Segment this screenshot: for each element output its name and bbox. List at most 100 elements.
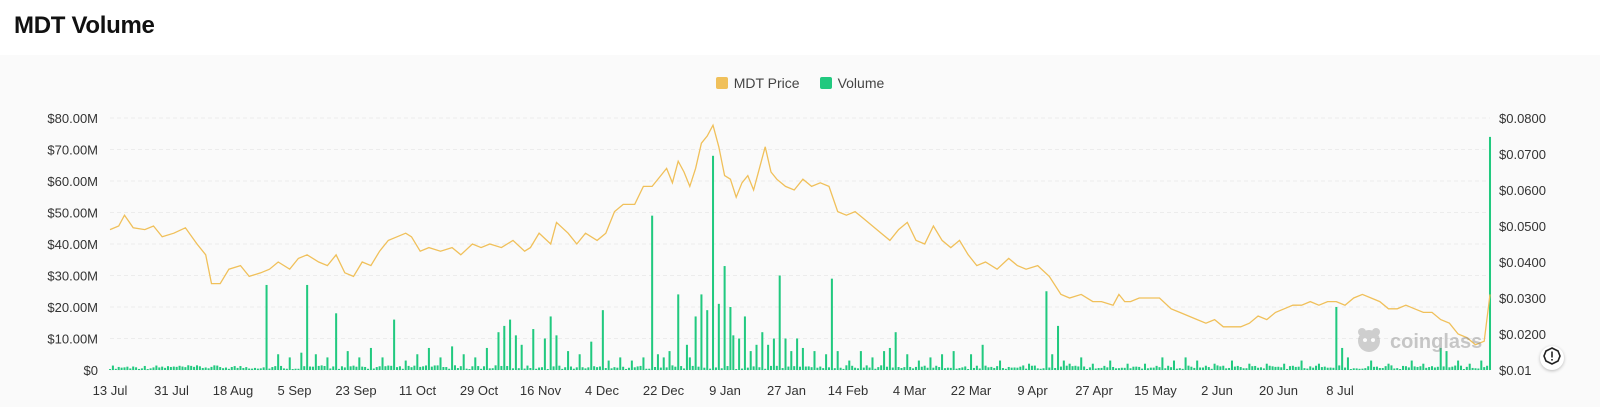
y-left-tick-label: $0 xyxy=(84,363,98,378)
volume-bar xyxy=(442,367,445,370)
volume-bar xyxy=(1425,367,1428,370)
volume-bar xyxy=(865,365,868,370)
volume-bar xyxy=(204,367,207,370)
x-tick-label: 22 Dec xyxy=(643,383,685,398)
x-tick-label: 23 Sep xyxy=(335,383,376,398)
volume-bar xyxy=(314,354,317,370)
volume-bar xyxy=(465,368,468,370)
volume-bar xyxy=(375,367,378,370)
volume-bar xyxy=(943,368,946,370)
volume-bar xyxy=(1367,366,1370,370)
volume-bar xyxy=(842,368,845,370)
volume-bar xyxy=(981,344,984,370)
volume-bar xyxy=(825,354,828,370)
volume-bar xyxy=(717,303,720,370)
x-tick-label: 9 Jan xyxy=(709,383,741,398)
legend-item-volume[interactable]: Volume xyxy=(819,75,884,91)
volume-bar xyxy=(1141,368,1144,370)
volume-bar xyxy=(1196,360,1199,370)
volume-bar xyxy=(149,368,152,370)
x-tick-label: 27 Apr xyxy=(1075,383,1113,398)
volume-bar xyxy=(949,367,952,370)
volume-bar xyxy=(367,368,370,370)
volume-bar xyxy=(674,366,677,370)
volume-bar xyxy=(688,357,691,370)
volume-bar xyxy=(451,346,454,370)
volume-bar xyxy=(309,366,312,370)
volume-bar xyxy=(610,368,613,370)
volume-bar xyxy=(1149,367,1152,370)
volume-bar xyxy=(190,365,193,370)
volume-bar xyxy=(769,365,773,370)
volume-bar xyxy=(227,368,230,370)
volume-bar xyxy=(619,357,622,370)
volume-bar xyxy=(598,366,601,370)
y-left-tick-label: $60.00M xyxy=(47,174,98,189)
volume-bar xyxy=(1268,365,1271,370)
volume-bar xyxy=(1074,365,1077,370)
volume-bar xyxy=(540,367,543,370)
volume-bar xyxy=(1225,368,1228,370)
volume-bar xyxy=(1465,366,1468,370)
volume-bar xyxy=(1436,366,1439,370)
volume-bar xyxy=(775,365,778,370)
volume-bar xyxy=(1338,365,1341,370)
volume-bar xyxy=(1257,367,1260,370)
volume-bar xyxy=(1297,366,1300,370)
volume-bar xyxy=(926,367,929,370)
x-tick-label: 18 Aug xyxy=(213,383,254,398)
volume-bar xyxy=(1477,368,1480,370)
volume-bar xyxy=(735,369,738,370)
volume-bar xyxy=(613,367,616,370)
x-tick-label: 5 Sep xyxy=(278,383,312,398)
y-right-tick-label: $0.01 xyxy=(1499,363,1532,378)
volume-bar xyxy=(929,357,932,370)
volume-bar xyxy=(117,366,120,370)
volume-bar xyxy=(654,366,657,370)
volume-bar xyxy=(552,366,555,370)
volume-bar xyxy=(268,368,271,370)
volume-bar xyxy=(303,366,306,370)
volume-bar xyxy=(1155,365,1158,370)
x-tick-label: 27 Jan xyxy=(767,383,806,398)
volume-bar xyxy=(236,367,239,370)
volume-bar xyxy=(1233,366,1236,370)
volume-bar xyxy=(964,366,967,370)
volume-bar xyxy=(920,366,923,370)
chart-legend: MDT Price Volume xyxy=(0,75,1600,91)
y-right-tick-label: $0.0800 xyxy=(1499,111,1546,126)
volume-bar xyxy=(410,367,413,370)
help-button[interactable] xyxy=(1540,346,1564,370)
volume-bar xyxy=(798,366,802,370)
volume-bar xyxy=(1283,363,1286,370)
volume-bar xyxy=(978,368,981,370)
volume-bar xyxy=(224,367,227,370)
volume-bar xyxy=(126,366,129,370)
volume-bar xyxy=(567,351,570,370)
volume-bar xyxy=(546,368,549,370)
volume-bar xyxy=(906,354,909,370)
volume-bar xyxy=(752,366,755,370)
volume-bar xyxy=(819,366,822,370)
x-tick-label: 9 Apr xyxy=(1017,383,1048,398)
volume-bar xyxy=(1387,363,1390,370)
volume-bar xyxy=(1393,368,1396,370)
volume-bar xyxy=(955,368,958,370)
volume-bar xyxy=(883,351,886,370)
volume-bar xyxy=(1480,360,1483,370)
volume-bar xyxy=(1068,363,1071,370)
legend-item-price[interactable]: MDT Price xyxy=(715,75,800,91)
volume-bar xyxy=(662,357,665,370)
volume-bar xyxy=(972,367,975,370)
volume-bar xyxy=(291,368,294,370)
volume-bar xyxy=(607,360,610,370)
volume-bar xyxy=(445,367,448,370)
volume-bar xyxy=(230,366,233,370)
volume-bar xyxy=(1402,365,1405,370)
volume-bar xyxy=(1416,366,1419,370)
volume-bar xyxy=(369,347,372,370)
volume-bar xyxy=(326,357,329,370)
volume-bar xyxy=(729,307,732,370)
volume-bar xyxy=(767,344,770,370)
volume-bar xyxy=(1071,366,1074,370)
